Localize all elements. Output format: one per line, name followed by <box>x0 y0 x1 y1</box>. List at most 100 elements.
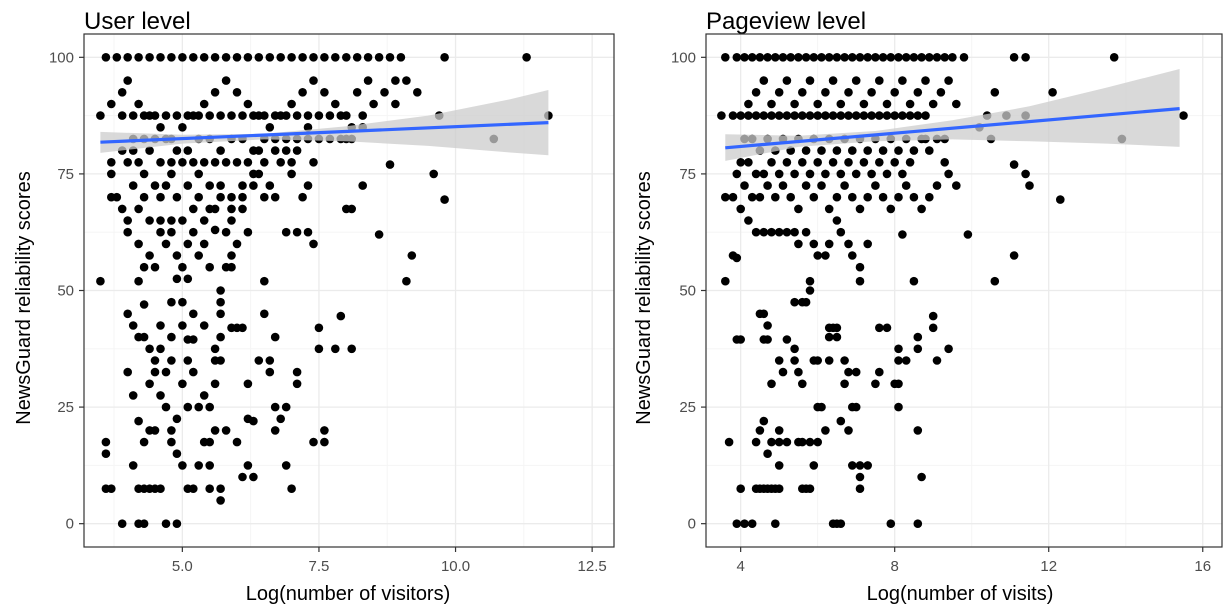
data-point <box>292 146 302 155</box>
data-point <box>145 146 154 155</box>
y-axis: 0 25 50 75 100 <box>671 49 706 533</box>
data-point <box>123 53 132 62</box>
data-point <box>260 111 269 120</box>
data-point <box>287 158 296 167</box>
data-point <box>894 146 903 155</box>
data-point <box>844 239 853 249</box>
data-point <box>755 53 765 62</box>
data-point <box>928 323 938 333</box>
data-point <box>925 192 934 202</box>
data-point <box>216 297 225 307</box>
y-axis-label: NewsGuard reliability scores <box>13 171 35 424</box>
data-point <box>763 321 772 330</box>
data-point <box>882 169 892 179</box>
data-point <box>194 402 203 412</box>
data-point <box>178 216 187 225</box>
data-point <box>886 204 896 214</box>
data-point <box>828 158 838 167</box>
data-point <box>167 169 176 179</box>
data-point <box>128 391 138 400</box>
data-point <box>243 379 253 389</box>
data-point <box>183 402 193 412</box>
plot-area <box>83 33 615 548</box>
data-point <box>913 519 923 528</box>
data-point <box>1025 181 1034 190</box>
trend-line <box>100 121 549 144</box>
data-point <box>270 402 280 412</box>
data-point <box>210 204 220 214</box>
data-point <box>270 111 280 120</box>
x-axis-label: Log(number of visits) <box>867 583 1054 605</box>
data-point <box>380 88 389 97</box>
data-point <box>878 146 888 155</box>
data-point <box>260 192 269 202</box>
data-point <box>216 111 225 120</box>
data-point <box>128 321 138 330</box>
data-point <box>925 146 934 155</box>
data-point <box>260 158 269 167</box>
y-tick-label: 25 <box>57 399 74 416</box>
data-point <box>281 111 291 120</box>
data-point <box>385 53 395 62</box>
data-point <box>759 76 769 85</box>
data-point <box>292 367 302 377</box>
data-point <box>243 53 253 62</box>
data-point <box>407 251 417 260</box>
data-point <box>96 111 105 120</box>
data-point <box>859 158 869 167</box>
data-point <box>128 111 138 120</box>
data-point <box>276 158 286 167</box>
y-tick-label: 50 <box>57 283 74 300</box>
data-point <box>178 53 187 62</box>
data-point <box>740 181 749 190</box>
data-point <box>139 169 149 179</box>
data-point <box>813 158 822 167</box>
data-point <box>112 53 122 62</box>
data-point <box>736 204 745 214</box>
data-point <box>172 192 182 202</box>
data-point <box>778 367 788 377</box>
data-point <box>759 111 769 120</box>
data-point <box>763 449 772 459</box>
data-point <box>732 253 742 263</box>
data-point <box>221 426 231 435</box>
data-point <box>747 519 757 528</box>
data-point <box>292 227 302 237</box>
data-point <box>249 472 258 482</box>
data-point <box>890 88 899 97</box>
plot-area <box>705 33 1223 548</box>
data-point <box>917 204 926 214</box>
data-point <box>851 111 861 120</box>
data-point <box>798 379 807 389</box>
data-point <box>402 276 411 286</box>
data-point <box>894 344 903 354</box>
data-point <box>875 158 884 167</box>
data-point <box>851 367 861 377</box>
data-point <box>821 88 830 97</box>
data-point <box>281 461 291 470</box>
data-point <box>936 88 946 97</box>
data-point <box>309 437 318 447</box>
data-point <box>150 367 160 377</box>
data-point <box>855 53 865 62</box>
data-point <box>227 251 236 260</box>
data-point <box>227 204 236 214</box>
x-tick-label: 10.0 <box>441 558 470 575</box>
data-point <box>809 356 819 365</box>
data-point <box>199 321 209 330</box>
data-point <box>309 239 318 249</box>
data-point <box>771 53 780 62</box>
data-point <box>194 111 203 120</box>
data-point <box>786 53 795 62</box>
data-point <box>172 449 182 459</box>
data-point <box>189 204 198 214</box>
data-point <box>172 111 182 120</box>
data-point <box>363 76 373 85</box>
data-point <box>867 169 876 179</box>
data-point <box>358 111 368 120</box>
data-point <box>805 111 815 120</box>
data-point <box>774 437 784 447</box>
data-point <box>309 76 318 85</box>
data-point <box>817 181 826 190</box>
data-point <box>134 158 143 167</box>
